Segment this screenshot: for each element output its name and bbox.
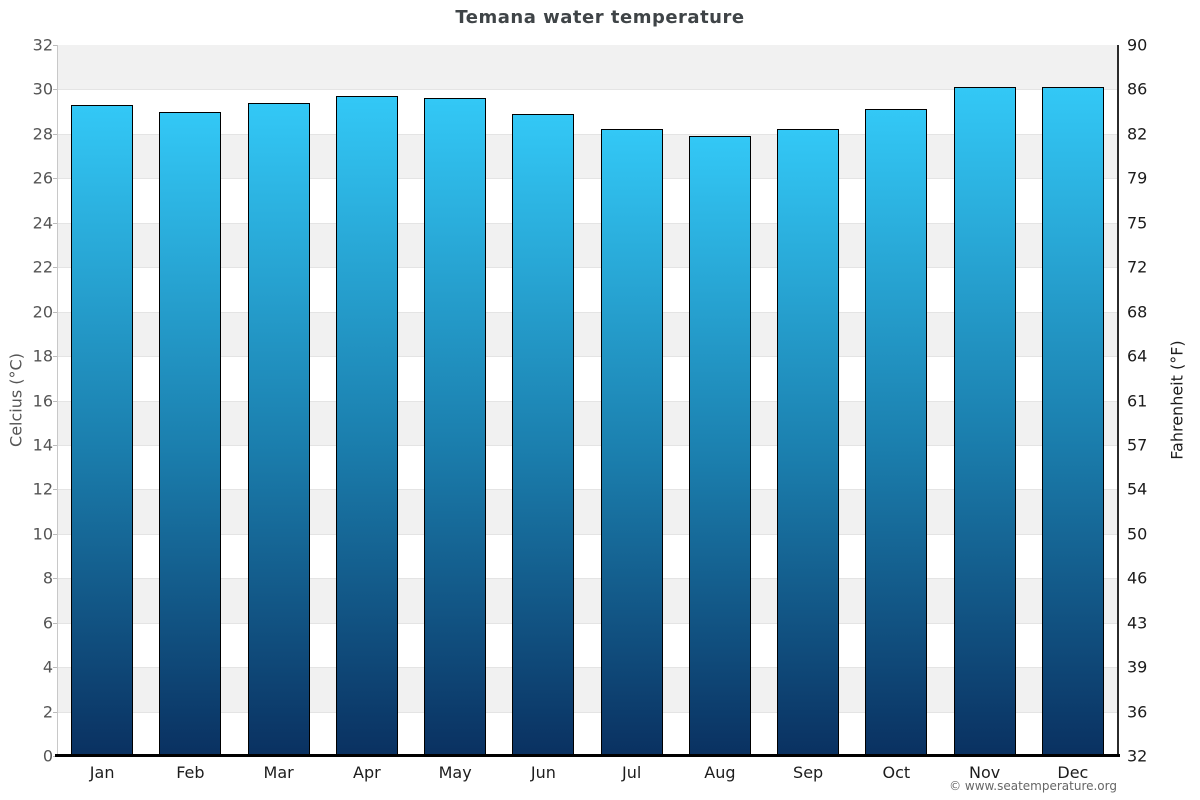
y-tickmark-celsius (53, 356, 57, 358)
grid-band (58, 311, 1117, 357)
y-tick-celsius-24: 24 (32, 213, 53, 233)
y-tick-celsius-14: 14 (32, 435, 53, 455)
x-tick-jan: Jan (89, 763, 115, 782)
bar-aug (688, 136, 751, 756)
y-tickmark-celsius (53, 311, 57, 313)
y-tick-celsius-2: 2 (42, 702, 53, 722)
y-tick-celsius-4: 4 (42, 657, 53, 677)
y-tick-celsius-28: 28 (32, 124, 53, 144)
grid-band (58, 178, 1117, 223)
y-axis-label-fahrenheit: Fahrenheit (°F) (1167, 340, 1187, 460)
bar-may (424, 98, 487, 756)
y-tick-celsius-18: 18 (32, 346, 53, 366)
y-tick-fahrenheit-36: 36 (1127, 702, 1148, 722)
y-tick-celsius-26: 26 (32, 168, 53, 188)
grid-band (58, 489, 1117, 534)
x-tick-apr: Apr (353, 763, 381, 782)
y-tickmark-celsius (53, 133, 57, 135)
copyright-text: © www.seatemperature.org (949, 779, 1117, 793)
y-tickmark-celsius (53, 444, 57, 446)
y-tick-fahrenheit-82: 82 (1127, 124, 1148, 144)
x-tick-mar: Mar (263, 763, 294, 782)
x-tick-jul: Jul (621, 763, 642, 782)
x-tick-sep: Sep (793, 763, 824, 782)
y-tickmark-celsius (53, 533, 57, 535)
right-axis-line (1117, 45, 1119, 756)
grid-band (58, 444, 1117, 490)
y-tick-fahrenheit-50: 50 (1127, 524, 1148, 544)
y-tickmark-celsius (53, 178, 57, 180)
y-tick-celsius-0: 0 (42, 746, 53, 766)
y-tick-celsius-16: 16 (32, 391, 53, 410)
bar-jul (600, 129, 663, 756)
y-tick-fahrenheit-72: 72 (1127, 257, 1148, 277)
x-axis-line (55, 754, 1120, 757)
y-tickmark-celsius (53, 622, 57, 624)
x-tick-jun: Jun (530, 763, 556, 782)
bar-sep (777, 129, 840, 756)
grid-band (58, 578, 1117, 623)
bar-feb (159, 111, 222, 756)
y-tickmark-celsius (53, 400, 57, 402)
y-tickmark-celsius (53, 45, 57, 46)
x-tick-dec: Dec (1057, 763, 1089, 782)
y-tick-fahrenheit-79: 79 (1127, 168, 1148, 188)
y-tick-fahrenheit-32: 32 (1127, 746, 1148, 766)
grid-band (58, 267, 1117, 312)
bar-apr (335, 96, 398, 756)
y-tick-fahrenheit-39: 39 (1127, 657, 1148, 677)
y-tickmark-celsius (53, 667, 57, 669)
y-tick-fahrenheit-43: 43 (1127, 613, 1148, 633)
y-tick-fahrenheit-75: 75 (1127, 213, 1148, 233)
bar-oct (865, 109, 928, 756)
bar-nov (953, 87, 1016, 756)
y-tick-celsius-10: 10 (32, 524, 53, 544)
grid-band (58, 222, 1117, 268)
y-tick-fahrenheit-46: 46 (1127, 568, 1148, 588)
x-tick-oct: Oct (882, 763, 911, 782)
grid-band (58, 356, 1117, 401)
left-axis-line (57, 45, 58, 756)
y-tickmark-celsius (53, 711, 57, 713)
y-tick-fahrenheit-90: 90 (1127, 35, 1148, 55)
y-tick-celsius-30: 30 (32, 79, 53, 99)
grid-band (58, 133, 1117, 179)
y-tick-fahrenheit-64: 64 (1127, 346, 1148, 366)
x-tick-feb: Feb (176, 763, 205, 782)
y-tickmark-celsius (53, 489, 57, 491)
grid-band (58, 667, 1117, 712)
x-tick-may: May (438, 763, 472, 782)
grid-band (58, 533, 1117, 579)
x-tick-nov: Nov (969, 763, 1001, 782)
grid-band (58, 45, 1117, 90)
y-tickmark-celsius (53, 578, 57, 580)
y-tick-celsius-6: 6 (42, 613, 53, 633)
bar-mar (247, 102, 310, 756)
y-tick-celsius-20: 20 (32, 302, 53, 322)
grid-band (58, 622, 1117, 668)
y-tick-fahrenheit-54: 54 (1127, 479, 1148, 499)
y-tickmark-celsius (53, 267, 57, 269)
bar-jun (512, 113, 575, 756)
plot-area (58, 45, 1117, 756)
chart-title: Temana water temperature (455, 7, 745, 28)
grid-band (58, 89, 1117, 134)
y-tick-fahrenheit-68: 68 (1127, 302, 1148, 322)
bar-jan (71, 105, 134, 756)
bar-dec (1041, 87, 1104, 756)
y-tickmark-celsius (53, 222, 57, 224)
y-tick-celsius-22: 22 (32, 257, 53, 277)
y-tick-celsius-32: 32 (32, 35, 53, 55)
y-tick-celsius-12: 12 (32, 479, 53, 499)
y-tick-fahrenheit-86: 86 (1127, 79, 1148, 99)
grid-band (58, 711, 1117, 756)
y-tick-fahrenheit-61: 61 (1127, 391, 1148, 410)
grid-band (58, 400, 1117, 445)
x-tick-aug: Aug (704, 763, 736, 782)
y-axis-label-celsius: Celcius (°C) (6, 353, 26, 447)
y-tick-celsius-8: 8 (42, 568, 53, 588)
y-tick-fahrenheit-57: 57 (1127, 435, 1148, 455)
y-tickmark-celsius (53, 89, 57, 91)
